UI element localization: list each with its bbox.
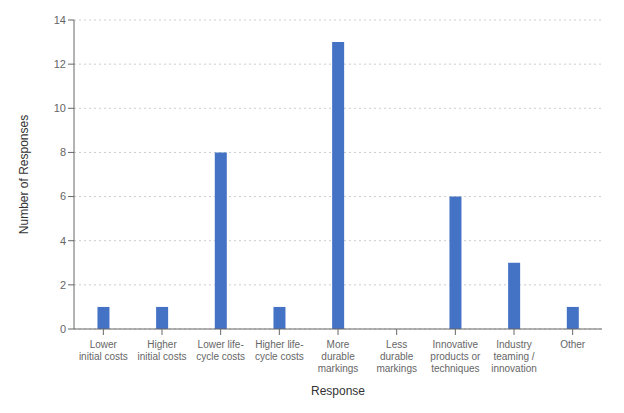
svg-text:Innovativeproducts ortechnique: Innovativeproducts ortechniques xyxy=(430,339,481,374)
svg-text:Moredurablemarkings: Moredurablemarkings xyxy=(318,339,359,374)
svg-text:10: 10 xyxy=(54,102,66,114)
svg-text:Response: Response xyxy=(311,384,365,398)
svg-text:Higher life-cycle costs: Higher life-cycle costs xyxy=(255,339,304,362)
svg-text:12: 12 xyxy=(54,58,66,70)
svg-text:14: 14 xyxy=(54,14,66,26)
svg-text:Lower life-cycle costs: Lower life-cycle costs xyxy=(196,339,245,362)
svg-text:Number of Responses: Number of Responses xyxy=(17,115,31,234)
svg-text:6: 6 xyxy=(60,190,66,202)
svg-text:0: 0 xyxy=(60,323,66,335)
svg-text:Higherinitial costs: Higherinitial costs xyxy=(138,339,187,362)
svg-text:Lessdurablemarkings: Lessdurablemarkings xyxy=(376,339,417,374)
svg-text:Lowerinitial costs: Lowerinitial costs xyxy=(79,339,128,362)
svg-text:Other: Other xyxy=(560,339,586,350)
svg-text:2: 2 xyxy=(60,279,66,291)
svg-text:8: 8 xyxy=(60,146,66,158)
svg-text:Industryteaming /innovation: Industryteaming /innovation xyxy=(491,339,537,374)
svg-text:4: 4 xyxy=(60,235,66,247)
